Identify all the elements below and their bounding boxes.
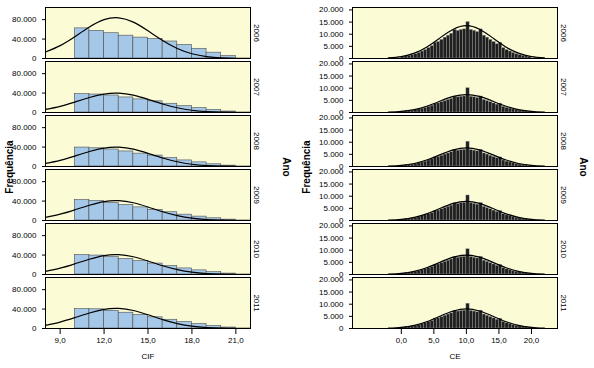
svg-text:40.000: 40.000	[12, 305, 37, 314]
svg-text:2009: 2009	[559, 186, 568, 204]
svg-text:10.000: 10.000	[319, 192, 344, 201]
svg-text:2006: 2006	[559, 24, 568, 42]
svg-text:21,0: 21,0	[228, 336, 244, 345]
svg-text:0: 0	[32, 324, 37, 333]
svg-text:0: 0	[339, 324, 344, 333]
svg-text:15.000: 15.000	[319, 234, 344, 243]
svg-text:15.000: 15.000	[319, 126, 344, 135]
svg-text:80.000: 80.000	[12, 285, 37, 294]
svg-text:5,0: 5,0	[428, 336, 440, 345]
svg-text:5.000: 5.000	[323, 150, 344, 159]
svg-text:20.000: 20.000	[319, 113, 344, 122]
svg-text:0: 0	[32, 54, 37, 63]
svg-text:2009: 2009	[252, 186, 261, 204]
svg-text:2011: 2011	[252, 294, 261, 312]
svg-text:80.000: 80.000	[12, 231, 37, 240]
svg-text:15,0: 15,0	[140, 336, 156, 345]
svg-text:2008: 2008	[252, 132, 261, 150]
svg-text:12,0: 12,0	[96, 336, 112, 345]
svg-text:20,0: 20,0	[524, 336, 540, 345]
svg-text:2007: 2007	[559, 78, 568, 96]
svg-text:80.000: 80.000	[12, 123, 37, 132]
svg-text:18,0: 18,0	[184, 336, 200, 345]
svg-text:40.000: 40.000	[12, 197, 37, 206]
svg-text:2006: 2006	[252, 24, 261, 42]
svg-text:2010: 2010	[559, 240, 568, 258]
svg-text:0: 0	[32, 270, 37, 279]
html-text:Ano: Ano	[280, 157, 292, 177]
svg-text:10.000: 10.000	[319, 84, 344, 93]
svg-text:2007: 2007	[252, 78, 261, 96]
svg-text:15.000: 15.000	[319, 18, 344, 27]
svg-text:CE: CE	[449, 352, 460, 361]
svg-text:0: 0	[32, 216, 37, 225]
svg-text:5.000: 5.000	[323, 42, 344, 51]
svg-text:10,0: 10,0	[459, 336, 475, 345]
svg-text:10.000: 10.000	[319, 246, 344, 255]
svg-text:9,0: 9,0	[55, 336, 67, 345]
svg-text:10.000: 10.000	[319, 138, 344, 147]
html-text:Frequência: Frequência	[300, 140, 312, 194]
html-text:Ano: Ano	[577, 157, 589, 177]
svg-text:20.000: 20.000	[319, 59, 344, 68]
svg-text:15,0: 15,0	[491, 336, 507, 345]
svg-text:0: 0	[32, 108, 37, 117]
svg-text:10.000: 10.000	[319, 30, 344, 39]
svg-text:20.000: 20.000	[319, 221, 344, 230]
svg-text:5.000: 5.000	[323, 204, 344, 213]
svg-text:5.000: 5.000	[323, 258, 344, 267]
svg-text:15.000: 15.000	[319, 180, 344, 189]
svg-text:80.000: 80.000	[12, 69, 37, 78]
svg-text:80.000: 80.000	[12, 177, 37, 186]
svg-text:80.000: 80.000	[12, 15, 37, 24]
svg-text:5.000: 5.000	[323, 312, 344, 321]
svg-text:40.000: 40.000	[12, 35, 37, 44]
svg-text:2008: 2008	[559, 132, 568, 150]
svg-text:20.000: 20.000	[319, 167, 344, 176]
svg-text:5.000: 5.000	[323, 96, 344, 105]
svg-text:CIF: CIF	[142, 352, 155, 361]
svg-text:15.000: 15.000	[319, 72, 344, 81]
svg-text:15.000: 15.000	[319, 288, 344, 297]
svg-text:0,0: 0,0	[396, 336, 408, 345]
svg-text:0: 0	[32, 162, 37, 171]
svg-text:40.000: 40.000	[12, 143, 37, 152]
svg-text:2011: 2011	[559, 294, 568, 312]
svg-text:10.000: 10.000	[319, 300, 344, 309]
svg-text:20.000: 20.000	[319, 5, 344, 14]
svg-text:40.000: 40.000	[12, 89, 37, 98]
html-text:Frequência: Frequência	[3, 140, 15, 194]
svg-text:2010: 2010	[252, 240, 261, 258]
svg-text:40.000: 40.000	[12, 251, 37, 260]
svg-text:20.000: 20.000	[319, 275, 344, 284]
